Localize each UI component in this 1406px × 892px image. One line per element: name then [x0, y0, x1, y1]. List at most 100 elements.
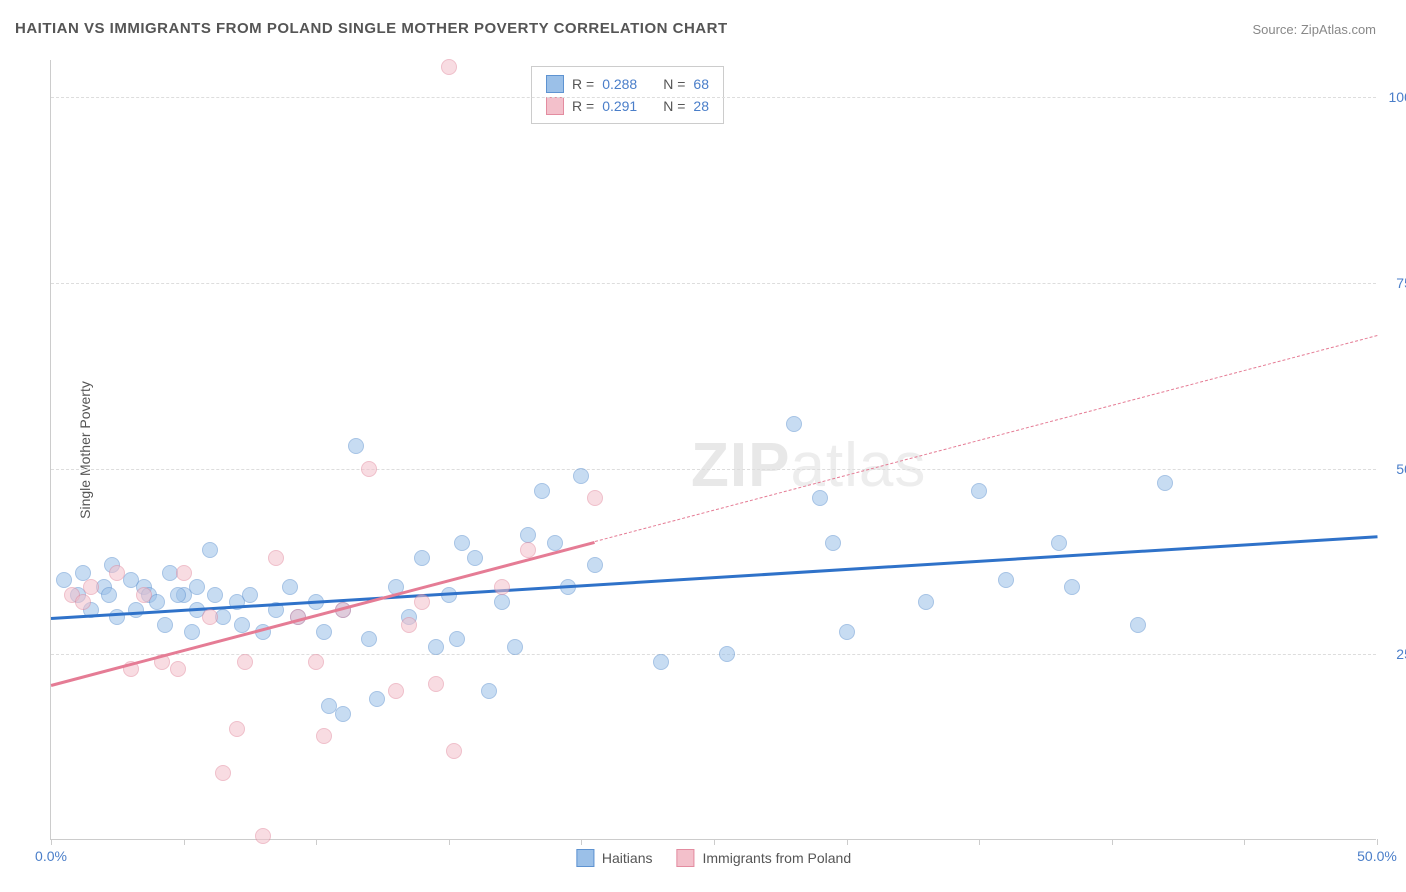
trend-line [51, 535, 1377, 619]
scatter-point [234, 617, 250, 633]
legend-label: Haitians [602, 850, 653, 866]
x-tick-label: 0.0% [35, 848, 67, 864]
scatter-point [825, 535, 841, 551]
r-label: R = [572, 76, 594, 92]
scatter-point [75, 594, 91, 610]
y-tick-label: 75.0% [1381, 275, 1406, 291]
n-value: 68 [693, 76, 709, 92]
r-value: 0.288 [602, 76, 637, 92]
legend-item: Haitians [576, 849, 653, 867]
scatter-point [449, 631, 465, 647]
scatter-point [428, 639, 444, 655]
scatter-point [401, 617, 417, 633]
scatter-point [361, 461, 377, 477]
scatter-point [170, 587, 186, 603]
r-label: R = [572, 98, 594, 114]
scatter-point [255, 828, 271, 844]
series-swatch [676, 849, 694, 867]
scatter-point [998, 572, 1014, 588]
scatter-point [184, 624, 200, 640]
scatter-point [157, 617, 173, 633]
chart-title: HAITIAN VS IMMIGRANTS FROM POLAND SINGLE… [15, 20, 728, 37]
r-value: 0.291 [602, 98, 637, 114]
y-tick-label: 100.0% [1381, 89, 1406, 105]
x-tick-mark [979, 839, 980, 845]
scatter-point [587, 557, 603, 573]
scatter-point [215, 765, 231, 781]
scatter-point [446, 743, 462, 759]
watermark-light: atlas [790, 431, 926, 500]
scatter-point [237, 654, 253, 670]
scatter-point [176, 565, 192, 581]
series-swatch [546, 75, 564, 93]
legend-label: Immigrants from Poland [702, 850, 851, 866]
scatter-point [316, 728, 332, 744]
x-tick-mark [1244, 839, 1245, 845]
scatter-point [242, 587, 258, 603]
scatter-point [507, 639, 523, 655]
scatter-point [494, 579, 510, 595]
correlation-stats-box: R =0.288N =68R =0.291N =28 [531, 66, 724, 124]
scatter-point [348, 438, 364, 454]
x-tick-mark [51, 839, 52, 845]
scatter-point [388, 683, 404, 699]
gridline [51, 97, 1376, 98]
n-value: 28 [693, 98, 709, 114]
scatter-point [109, 565, 125, 581]
scatter-point [170, 661, 186, 677]
x-tick-mark [184, 839, 185, 845]
scatter-point [520, 527, 536, 543]
y-tick-label: 50.0% [1381, 461, 1406, 477]
y-axis-title: Single Mother Poverty [77, 381, 93, 519]
stats-row: R = 0.288 N = 68 [546, 73, 709, 95]
scatter-point [207, 587, 223, 603]
gridline [51, 283, 1376, 284]
scatter-point [414, 594, 430, 610]
scatter-point [101, 587, 117, 603]
scatter-point [369, 691, 385, 707]
x-tick-label: 50.0% [1357, 848, 1397, 864]
scatter-point [414, 550, 430, 566]
scatter-point [136, 587, 152, 603]
scatter-point [481, 683, 497, 699]
scatter-point [83, 579, 99, 595]
scatter-point [56, 572, 72, 588]
scatter-point [573, 468, 589, 484]
series-swatch [576, 849, 594, 867]
scatter-point [308, 654, 324, 670]
scatter-point [202, 609, 218, 625]
scatter-point [282, 579, 298, 595]
scatter-point [786, 416, 802, 432]
x-tick-mark [714, 839, 715, 845]
scatter-point [268, 550, 284, 566]
gridline [51, 469, 1376, 470]
scatter-point [467, 550, 483, 566]
scatter-point [918, 594, 934, 610]
scatter-point [839, 624, 855, 640]
scatter-point [812, 490, 828, 506]
watermark-bold: ZIP [691, 431, 790, 500]
scatter-point [454, 535, 470, 551]
x-tick-mark [1112, 839, 1113, 845]
scatter-point [361, 631, 377, 647]
series-swatch [546, 97, 564, 115]
trend-line-extrapolated [595, 335, 1378, 542]
scatter-point [719, 646, 735, 662]
scatter-point [1064, 579, 1080, 595]
x-tick-mark [847, 839, 848, 845]
n-label: N = [663, 76, 685, 92]
x-tick-mark [449, 839, 450, 845]
scatter-point [971, 483, 987, 499]
watermark: ZIPatlas [691, 430, 926, 501]
scatter-point [653, 654, 669, 670]
source-attribution: Source: ZipAtlas.com [1252, 22, 1376, 37]
scatter-point [428, 676, 444, 692]
scatter-point [1130, 617, 1146, 633]
scatter-point [189, 579, 205, 595]
y-tick-label: 25.0% [1381, 646, 1406, 662]
scatter-point [547, 535, 563, 551]
scatter-point [335, 706, 351, 722]
scatter-point [587, 490, 603, 506]
scatter-point [1157, 475, 1173, 491]
x-tick-mark [581, 839, 582, 845]
